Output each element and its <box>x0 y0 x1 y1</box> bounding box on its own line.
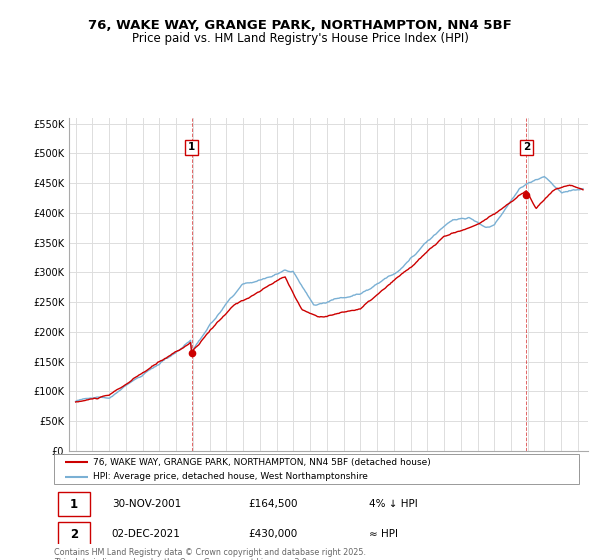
Text: HPI: Average price, detached house, West Northamptonshire: HPI: Average price, detached house, West… <box>94 472 368 481</box>
Text: 2: 2 <box>523 142 530 152</box>
Text: 76, WAKE WAY, GRANGE PARK, NORTHAMPTON, NN4 5BF: 76, WAKE WAY, GRANGE PARK, NORTHAMPTON, … <box>88 19 512 32</box>
Text: 2: 2 <box>70 528 78 541</box>
Text: 76, WAKE WAY, GRANGE PARK, NORTHAMPTON, NN4 5BF (detached house): 76, WAKE WAY, GRANGE PARK, NORTHAMPTON, … <box>94 458 431 466</box>
Text: Contains HM Land Registry data © Crown copyright and database right 2025.
This d: Contains HM Land Registry data © Crown c… <box>54 548 366 560</box>
Text: 30-NOV-2001: 30-NOV-2001 <box>112 499 181 509</box>
Text: £164,500: £164,500 <box>248 499 298 509</box>
FancyBboxPatch shape <box>54 454 579 484</box>
Text: 1: 1 <box>70 497 78 511</box>
FancyBboxPatch shape <box>58 522 90 547</box>
Text: 4% ↓ HPI: 4% ↓ HPI <box>369 499 418 509</box>
Text: ≈ HPI: ≈ HPI <box>369 529 398 539</box>
Text: Price paid vs. HM Land Registry's House Price Index (HPI): Price paid vs. HM Land Registry's House … <box>131 32 469 45</box>
Text: 1: 1 <box>188 142 195 152</box>
Text: £430,000: £430,000 <box>248 529 298 539</box>
Text: 02-DEC-2021: 02-DEC-2021 <box>112 529 181 539</box>
FancyBboxPatch shape <box>58 492 90 516</box>
